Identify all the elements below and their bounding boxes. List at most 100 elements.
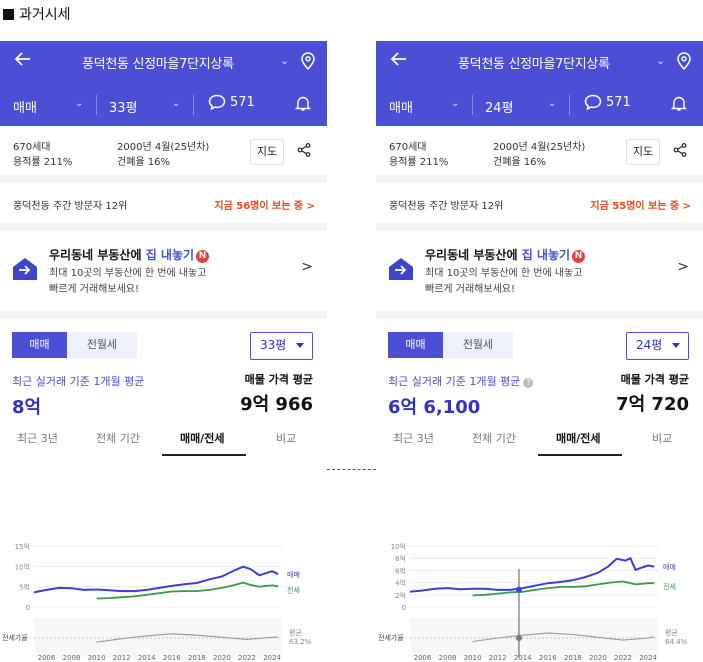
chevron-down-icon: ⌄ <box>172 98 181 109</box>
tab-sale-jeonse[interactable]: 매매/전세 <box>180 432 225 445</box>
live-viewers-link[interactable]: 지금 56명이 보는 중 > <box>214 201 315 212</box>
deal-type-select[interactable]: 매매 <box>389 101 413 116</box>
listing-avg-label: 매물 가격 평균 <box>244 373 313 386</box>
complex-info: 670세대 용적률 211% 2000년 4월(25년차) 건폐율 16% 지도 <box>376 126 703 175</box>
y-tick-label: 8억 <box>395 555 406 563</box>
map-button[interactable]: 지도 <box>626 139 660 165</box>
caret-down-icon <box>296 343 304 348</box>
size-select[interactable]: 33평 <box>109 101 138 116</box>
speech-bubble-icon <box>584 94 602 111</box>
tab-sale-jeonse[interactable]: 매매/전세 <box>556 432 601 445</box>
active-tab-indicator <box>162 454 246 456</box>
divider <box>193 95 194 115</box>
info-icon[interactable]: ? <box>523 378 534 388</box>
tab-sale[interactable]: 매매 <box>388 332 443 358</box>
listing-avg-value: 9억 966 <box>240 394 313 415</box>
listing-avg-label: 매물 가격 평균 <box>620 373 689 386</box>
y-tick-label: 0 <box>26 604 30 612</box>
app-header: 풍덕천동 신정마을7단지상록 ⌄ 매매 ⌄ 24평 ⌄ 571 <box>376 41 703 126</box>
comments-button[interactable]: 571 <box>208 94 255 111</box>
deal-tabs: 매매 전월세 <box>12 332 137 358</box>
size-select[interactable]: 24평 <box>485 101 514 116</box>
ratio-avg-value: 64.4% <box>665 638 688 646</box>
comments-button[interactable]: 571 <box>584 94 631 111</box>
ratio-avg-value: 63.2% <box>289 638 312 646</box>
x-tick-label: 2008 <box>63 654 81 662</box>
y-tick-label: 15억 <box>15 543 30 551</box>
tab-sale[interactable]: 매매 <box>12 332 67 358</box>
visitor-bar[interactable]: 풍덕천동 주간 방문자 12위 지금 56명이 보는 중 > <box>0 183 327 223</box>
app-header: 풍덕천동 신정마을7단지상록 ⌄ 매매 ⌄ 33평 ⌄ 571 <box>0 41 327 126</box>
caret-down-icon <box>672 343 680 348</box>
series-line-jeonse <box>96 581 279 600</box>
complex-title[interactable]: 풍덕천동 신정마을7단지상록 <box>458 57 610 72</box>
deal-type-select[interactable]: 매매 <box>13 101 37 116</box>
x-tick-label: 2024 <box>263 654 281 662</box>
live-viewers-link[interactable]: 지금 55명이 보는 중 > <box>590 201 691 212</box>
chevron-down-icon[interactable]: ⌄ <box>280 54 290 67</box>
x-tick-label: 2014 <box>514 654 532 662</box>
promo-highlight: 집 내놓기 <box>145 248 195 262</box>
share-icon[interactable] <box>673 143 687 160</box>
visitor-rank: 풍덕천동 주간 방문자 12위 <box>389 201 504 212</box>
share-icon[interactable] <box>297 143 311 160</box>
chevron-down-icon: ⌄ <box>75 98 84 109</box>
series-label-jeonse: 전세 <box>287 585 300 594</box>
x-tick-label: 2022 <box>614 654 632 662</box>
size-dropdown[interactable]: 33평 <box>250 332 313 360</box>
series-line-ratio <box>96 633 279 643</box>
chevron-right-icon[interactable]: > <box>677 259 689 275</box>
y-tick-label: 10억 <box>391 543 406 551</box>
app-panel-right: 풍덕천동 신정마을7단지상록 ⌄ 매매 ⌄ 24평 ⌄ 571 670세대 용적률… <box>376 41 703 662</box>
period-tabs: 최근 3년 전체 기간 매매/전세 비교 <box>0 426 327 456</box>
size-dropdown[interactable]: 24평 <box>626 332 689 360</box>
x-tick-label: 2016 <box>163 654 181 662</box>
comment-count: 571 <box>606 95 631 110</box>
back-arrow-icon[interactable] <box>390 50 408 71</box>
tab-all-period[interactable]: 전체 기간 <box>96 432 140 445</box>
new-badge: N <box>196 250 210 263</box>
households: 670세대 <box>389 142 427 153</box>
x-tick-label: 2006 <box>414 654 432 662</box>
map-button[interactable]: 지도 <box>250 139 284 165</box>
promo-subtitle: 최대 10곳의 부동산에 한 번에 내놓고 빠르게 거래해보세요! <box>425 268 583 295</box>
listing-promo-banner[interactable]: 우리동네 부동산에 집 내놓기 N 최대 10곳의 부동산에 한 번에 내놓고 빠르… <box>376 231 703 311</box>
price-chart[interactable]: 0 5억 10억 15억 2006 2008 2010 2012 2014 2016 2018 202… <box>0 461 327 662</box>
promo-title: 우리동네 부동산에 집 내놓기 N <box>49 246 210 263</box>
visitor-bar[interactable]: 풍덕천동 주간 방문자 12위 지금 55명이 보는 중 > <box>376 183 703 223</box>
bell-icon[interactable] <box>670 95 688 116</box>
listing-avg-value: 7억 720 <box>616 394 689 415</box>
chevron-right-icon[interactable]: > <box>301 259 313 275</box>
tab-rent[interactable]: 전월세 <box>67 332 137 358</box>
x-tick-label: 2022 <box>238 654 256 662</box>
bell-icon[interactable] <box>294 95 312 116</box>
complex-title[interactable]: 풍덕천동 신정마을7단지상록 <box>82 57 234 72</box>
complex-info: 670세대 용적률 211% 2000년 4월(25년차) 건폐율 16% 지도 <box>0 126 327 175</box>
tab-recent-3y[interactable]: 최근 3년 <box>17 432 58 445</box>
y-tick-label: 5억 <box>19 584 30 592</box>
coverage-ratio: 건폐율 16% <box>117 157 171 168</box>
floor-area-ratio: 용적률 211% <box>13 157 73 168</box>
tab-compare[interactable]: 비교 <box>652 432 673 445</box>
house-icon <box>388 256 414 286</box>
ratio-avg-label: 평균 <box>289 628 302 637</box>
tab-recent-3y[interactable]: 최근 3년 <box>393 432 434 445</box>
back-arrow-icon[interactable] <box>14 50 32 71</box>
section-gap <box>376 175 703 183</box>
recent-trade-value: 6억 6,100 <box>388 397 481 418</box>
listing-promo-banner[interactable]: 우리동네 부동산에 집 내놓기 N 최대 10곳의 부동산에 한 번에 내놓고 빠르… <box>0 231 327 311</box>
tab-all-period[interactable]: 전체 기간 <box>472 432 516 445</box>
promo-title: 우리동네 부동산에 집 내놓기 N <box>425 246 586 263</box>
location-pin-icon[interactable] <box>677 52 691 74</box>
x-tick-label: 2024 <box>639 654 657 662</box>
price-chart[interactable]: 0 2억 4억 6억 8억 10억 2006 2008 2010 2012 2014 2016 2018… <box>376 461 703 662</box>
tab-compare[interactable]: 비교 <box>276 432 297 445</box>
x-tick-label: 2006 <box>38 654 56 662</box>
x-tick-label: 2020 <box>589 654 607 662</box>
chevron-down-icon[interactable]: ⌄ <box>656 54 666 67</box>
page-heading: 과거시세 <box>3 4 71 24</box>
x-tick-label: 2008 <box>439 654 457 662</box>
built-year: 2000년 4월(25년차) <box>493 142 586 153</box>
location-pin-icon[interactable] <box>301 52 315 74</box>
tab-rent[interactable]: 전월세 <box>443 332 513 358</box>
